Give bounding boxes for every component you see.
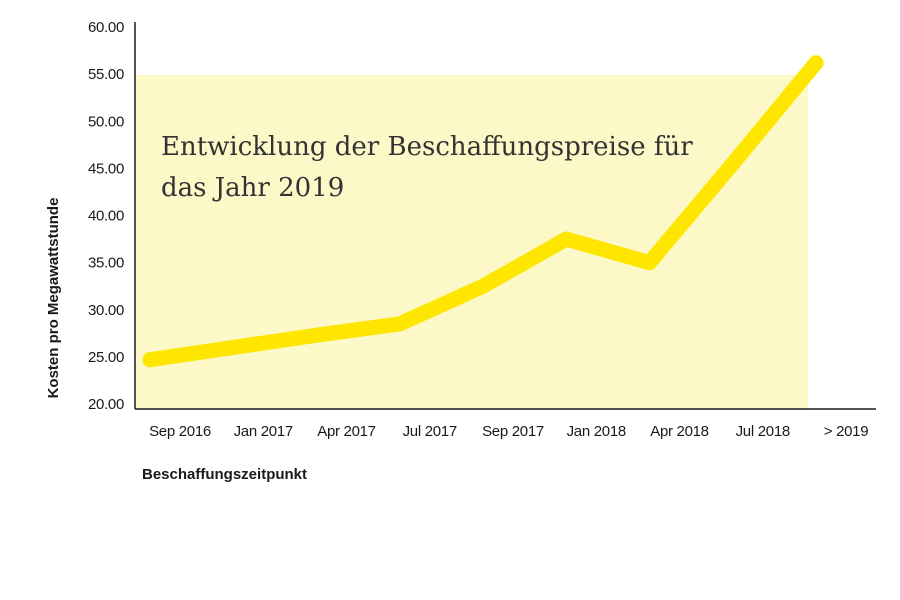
y-tick-label: 50.00 [88, 113, 124, 130]
y-tick-label: 60.00 [88, 19, 124, 36]
chart-title-line-1: Entwicklung der Beschaffungspreise für [161, 132, 693, 162]
x-tick-label: Jan 2018 [567, 423, 626, 440]
y-tick-label: 45.00 [88, 160, 124, 177]
data-point [725, 156, 741, 172]
y-tick-label: 40.00 [88, 208, 124, 225]
x-tick-label: Sep 2017 [482, 423, 544, 440]
series-group [142, 55, 824, 368]
data-point [392, 316, 408, 332]
data-point [558, 231, 574, 247]
data-point [142, 352, 158, 368]
x-tick-label: Jul 2017 [403, 423, 457, 440]
y-tick-label: 35.00 [88, 255, 124, 272]
data-point [309, 327, 324, 343]
y-tick-label: 25.00 [88, 349, 124, 366]
data-point [642, 255, 657, 271]
data-point [225, 339, 241, 355]
x-axis-title: Beschaffungszeitpunkt [142, 466, 307, 483]
y-tick-label: 20.00 [88, 396, 124, 413]
x-tick-label: Apr 2018 [650, 423, 708, 440]
y-axis-title: Kosten pro Megawattstunde [45, 198, 62, 399]
x-tick-label: Apr 2017 [317, 423, 375, 440]
x-tick-label: Sep 2016 [149, 423, 211, 440]
y-tick-labels: 20.00 25.00 30.00 35.00 40.00 45.00 50.00 55.00… [88, 19, 124, 413]
x-tick-labels: Sep 2016 Jan 2017 Apr 2017 Jul 2017 Sep 2017… [149, 423, 868, 440]
data-point [475, 278, 491, 294]
x-tick-label: Jan 2017 [234, 423, 293, 440]
highlight-band [136, 75, 808, 409]
y-tick-label: 55.00 [88, 66, 124, 83]
y-tick-label: 30.00 [88, 302, 124, 319]
x-tick-label: Jul 2018 [736, 423, 790, 440]
chart-title-line-2: das Jahr 2019 [161, 173, 344, 203]
data-point [808, 55, 824, 71]
x-tick-label: > 2019 [824, 423, 869, 440]
